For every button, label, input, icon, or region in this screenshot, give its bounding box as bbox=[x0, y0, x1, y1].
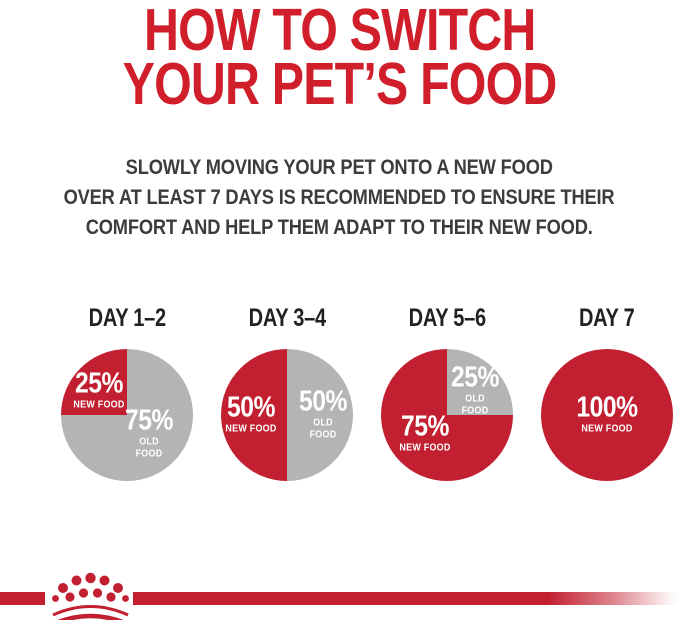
slice-percent: 50% bbox=[299, 385, 348, 418]
pie-slice-label-new-food: 50% NEW FOOD bbox=[225, 391, 277, 435]
pie-slice-label-new-food: 100% NEW FOOD bbox=[576, 391, 638, 435]
slice-percent: 25% bbox=[74, 367, 123, 400]
day-label: DAY 7 bbox=[579, 304, 635, 332]
pie-chart-day-3-4: 50% NEW FOOD 50% OLD FOOD bbox=[221, 349, 353, 481]
slice-name: NEW FOOD bbox=[399, 441, 451, 454]
pie-chart-row: DAY 1–2 25% NEW FOOD 75% OLD FOOD DAY 3–… bbox=[47, 303, 679, 481]
title-line-1: HOW TO SWITCH bbox=[143, 0, 536, 63]
pie-slice-label-new-food: 75% NEW FOOD bbox=[399, 410, 451, 454]
footer-stripe-left bbox=[0, 592, 45, 605]
slice-name: NEW FOOD bbox=[581, 422, 633, 435]
day-column-5-6: DAY 5–6 75% NEW FOOD 25% OLD FOOD bbox=[367, 303, 527, 481]
slice-name: OLD FOOD bbox=[462, 392, 489, 417]
royal-canin-crown-logo-icon bbox=[52, 572, 129, 620]
pie-chart-day-1-2: 25% NEW FOOD 75% OLD FOOD bbox=[61, 349, 193, 481]
slice-percent: 75% bbox=[124, 404, 173, 437]
pie-slice-label-new-food: 25% NEW FOOD bbox=[72, 367, 125, 411]
pie-slice-label-old-food: 25% OLD FOOD bbox=[451, 361, 500, 417]
day-label: DAY 5–6 bbox=[408, 304, 486, 332]
slice-name: NEW FOOD bbox=[225, 422, 277, 435]
subtitle-line: COMFORT AND HELP THEM ADAPT TO THEIR NEW… bbox=[86, 215, 593, 239]
day-label: DAY 1–2 bbox=[88, 304, 166, 332]
pie-slice-label-old-food: 75% OLD FOOD bbox=[124, 404, 173, 460]
footer-stripe-right bbox=[133, 592, 679, 605]
subtitle: SLOWLY MOVING YOUR PET ONTO A NEW FOOD O… bbox=[0, 152, 679, 242]
slice-percent: 25% bbox=[451, 361, 500, 394]
slice-name: OLD FOOD bbox=[135, 435, 163, 460]
subtitle-line: OVER AT LEAST 7 DAYS IS RECOMMENDED TO E… bbox=[64, 185, 615, 209]
pie-slice-label-old-food: 50% OLD FOOD bbox=[299, 385, 348, 441]
slice-name: NEW FOOD bbox=[72, 398, 125, 411]
pie-chart-day-7: 100% NEW FOOD bbox=[541, 349, 673, 481]
page-title: HOW TO SWITCH YOUR PET’S FOOD bbox=[26, 0, 653, 117]
slice-name: OLD FOOD bbox=[309, 416, 337, 441]
pie-chart-day-5-6: 75% NEW FOOD 25% OLD FOOD bbox=[381, 349, 513, 481]
slice-percent: 75% bbox=[401, 410, 450, 443]
slice-percent: 50% bbox=[226, 391, 275, 424]
subtitle-line: SLOWLY MOVING YOUR PET ONTO A NEW FOOD bbox=[125, 155, 554, 179]
day-column-7: DAY 7 100% NEW FOOD bbox=[527, 303, 679, 481]
title-line-2: YOUR PET’S FOOD bbox=[122, 51, 558, 117]
slice-percent: 100% bbox=[576, 391, 638, 424]
day-column-3-4: DAY 3–4 50% NEW FOOD 50% OLD FOOD bbox=[207, 303, 367, 481]
day-label: DAY 3–4 bbox=[248, 304, 326, 332]
day-column-1-2: DAY 1–2 25% NEW FOOD 75% OLD FOOD bbox=[47, 303, 207, 481]
